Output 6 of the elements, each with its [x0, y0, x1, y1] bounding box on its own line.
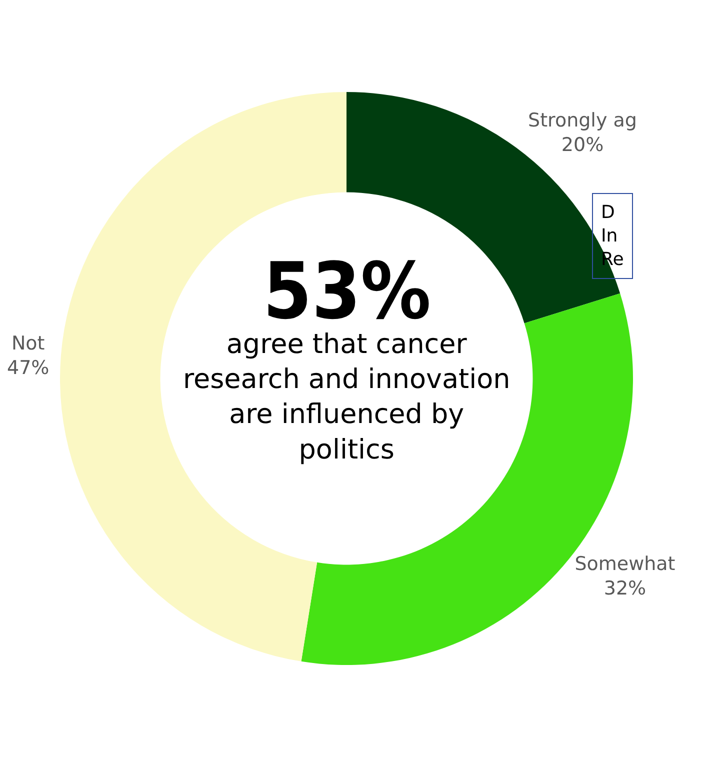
slice-label: Strongly ag [528, 109, 637, 132]
data-label: 32% [604, 577, 646, 600]
data-label: 47% [6, 357, 50, 379]
slice-label: Not [11, 332, 45, 354]
slice-label: Somewhat [574, 552, 676, 575]
data-label: 20% [561, 134, 604, 156]
